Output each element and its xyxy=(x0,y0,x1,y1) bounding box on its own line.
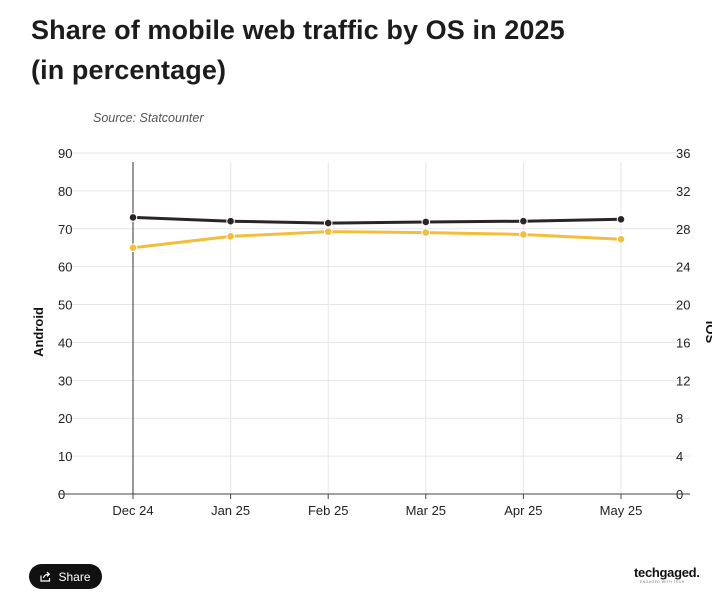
chart-title: Share of mobile web traffic by OS in 202… xyxy=(31,10,565,90)
android-data-point[interactable] xyxy=(519,216,528,226)
title-line-2: (in percentage) xyxy=(31,55,227,85)
android-series-line xyxy=(131,215,623,225)
android-data-point[interactable] xyxy=(128,213,138,222)
x-tick-label: Mar 25 xyxy=(406,503,446,518)
share-icon xyxy=(40,571,51,582)
y-right-tick-label: 32 xyxy=(676,184,690,199)
x-tick-label: May 25 xyxy=(600,503,643,518)
source-note: Source: Statcounter xyxy=(93,111,204,125)
y-right-tick-label: 36 xyxy=(676,146,690,161)
android-data-point[interactable] xyxy=(226,216,235,226)
ios-data-point[interactable] xyxy=(323,227,333,236)
android-data-point[interactable] xyxy=(323,218,333,228)
y-right-tick-label: 20 xyxy=(676,298,690,313)
y-right-tick-label: 16 xyxy=(676,335,690,350)
ios-data-point[interactable] xyxy=(226,232,235,241)
y-left-tick-label: 40 xyxy=(58,335,72,350)
y-left-axis-title: Android xyxy=(31,307,46,357)
logo-tagline: ENGAGED WITH TECH xyxy=(640,580,685,584)
y-left-tick-label: 50 xyxy=(58,298,72,313)
android-data-point[interactable] xyxy=(421,217,431,227)
y-left-tick-label: 80 xyxy=(58,184,72,199)
y-left-tick-label: 10 xyxy=(58,449,72,464)
ios-data-point[interactable] xyxy=(616,234,626,244)
y-left-tick-label: 90 xyxy=(58,146,72,161)
x-tick-label: Dec 24 xyxy=(112,503,153,518)
brand-logo[interactable]: techgaged. ENGAGED WITH TECH xyxy=(634,566,712,585)
x-tick-label: Feb 25 xyxy=(308,503,348,518)
y-left-tick-label: 20 xyxy=(58,411,72,426)
logo-name: techgaged. xyxy=(634,565,700,580)
y-left-tick-label: 30 xyxy=(58,373,72,388)
y-right-tick-label: 24 xyxy=(676,260,690,275)
title-line-1: Share of mobile web traffic by OS in 202… xyxy=(31,15,565,45)
x-tick-label: Apr 25 xyxy=(504,503,542,518)
ios-data-point[interactable] xyxy=(519,230,528,239)
ios-series-line xyxy=(131,230,623,250)
y-right-tick-label: 8 xyxy=(676,411,683,426)
y-right-tick-label: 12 xyxy=(676,373,690,388)
y-right-tick-label: 4 xyxy=(676,449,683,464)
y-left-tick-label: 70 xyxy=(58,222,72,237)
share-label: Share xyxy=(58,569,91,584)
ios-data-point[interactable] xyxy=(128,243,138,253)
y-right-tick-label: 28 xyxy=(676,222,690,237)
y-right-axis-title: iOS xyxy=(703,321,712,344)
android-data-point[interactable] xyxy=(616,215,626,224)
x-tick-label: Jan 25 xyxy=(211,503,250,518)
ios-data-point[interactable] xyxy=(421,228,431,237)
share-button[interactable]: Share xyxy=(29,564,102,589)
line-chart: 903680327028602450204016301220810400Dec … xyxy=(31,146,712,518)
y-left-tick-label: 60 xyxy=(58,260,72,275)
